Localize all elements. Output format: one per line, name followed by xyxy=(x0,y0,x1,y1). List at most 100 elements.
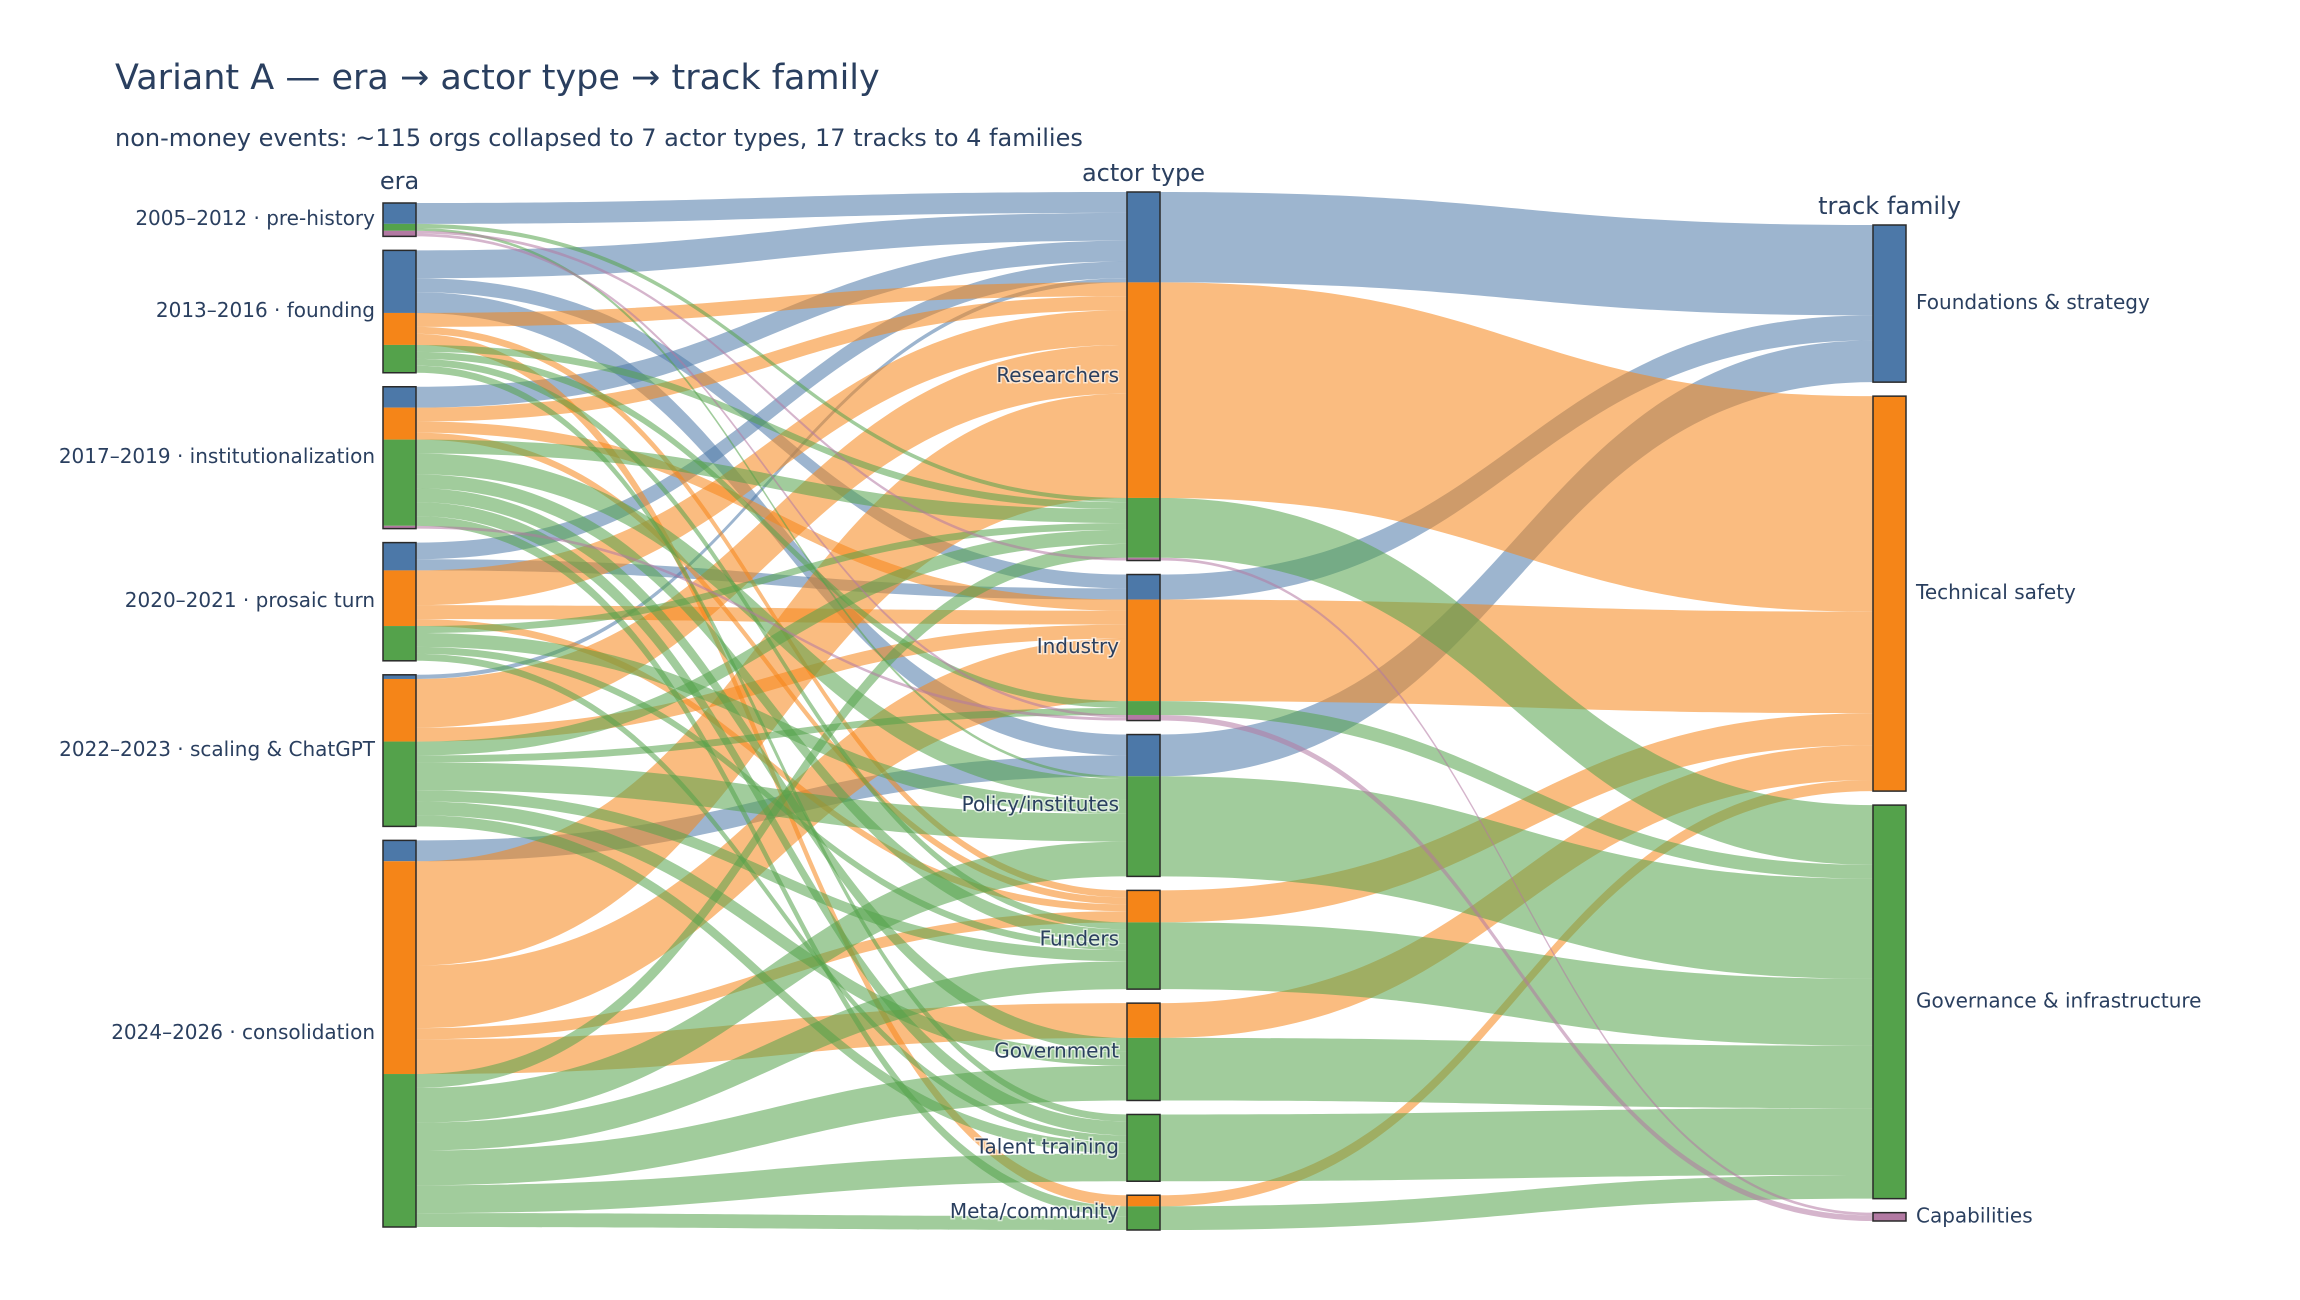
era-node-outline-4 xyxy=(382,674,417,828)
era-node-0-g[interactable] xyxy=(383,223,416,231)
sankey-labels: 2005–2012 · pre-history 2013–2016 · found… xyxy=(59,159,2202,1227)
link-e3-a0-t xyxy=(416,310,1127,606)
era-node-1-f[interactable] xyxy=(383,250,416,313)
era-node-4-g[interactable] xyxy=(383,741,416,827)
link-e1-a5-g xyxy=(416,365,1127,1122)
link-e3-a5-g xyxy=(416,653,1127,1143)
actor-node-0-f[interactable] xyxy=(1127,192,1160,283)
link-e3-a2-g xyxy=(416,632,1127,814)
actor-node-outline-2 xyxy=(1126,733,1161,878)
actor-node-0-t[interactable] xyxy=(1127,282,1160,498)
era-node-5-g[interactable] xyxy=(383,1074,416,1227)
actor-node-2-g[interactable] xyxy=(1127,776,1160,877)
family-node-c[interactable] xyxy=(1872,1211,1907,1222)
family-label-f: Foundations & strategy xyxy=(1916,290,2150,314)
era-node-4-f[interactable] xyxy=(383,674,416,679)
actor-node-2-f[interactable] xyxy=(1127,734,1160,777)
era-label-2: 2017–2019 · institutionalization xyxy=(59,444,375,468)
link-a3-t xyxy=(1160,713,1873,923)
family-label-g: Governance & infrastructure xyxy=(1916,988,2201,1012)
link-e5-a3-g xyxy=(416,961,1127,1151)
link-e1-a1-f xyxy=(416,278,1127,589)
family-node-f[interactable] xyxy=(1872,224,1907,383)
link-e4-a1-g xyxy=(416,708,1127,763)
link-e0-a0-f xyxy=(416,192,1127,224)
era-node-5-f[interactable] xyxy=(383,840,416,862)
actor-label-5: Talent training xyxy=(975,1134,1119,1158)
era-node-4-t[interactable] xyxy=(383,678,416,742)
sankey-links xyxy=(416,192,1873,1230)
link-a2-f xyxy=(1160,340,1873,777)
column-label-actor-type: actor type xyxy=(1082,159,1205,187)
actor-node-outline-1 xyxy=(1126,573,1161,722)
link-e5-a4-g xyxy=(416,1065,1127,1186)
actor-node-1-g[interactable] xyxy=(1127,701,1160,715)
link-e2-a3-g xyxy=(416,474,1127,944)
actor-node-3-t[interactable] xyxy=(1127,890,1160,923)
actor-node-outline-3 xyxy=(1126,889,1161,990)
link-a0-f xyxy=(1160,192,1873,316)
era-node-2-f[interactable] xyxy=(383,386,416,408)
link-e2-a4-g xyxy=(416,488,1127,1052)
actor-node-1-t[interactable] xyxy=(1127,599,1160,702)
link-e2-a2-g xyxy=(416,453,1127,800)
era-label-1: 2013–2016 · founding xyxy=(156,298,375,322)
link-e4-a0-g xyxy=(416,529,1127,756)
actor-node-6-g[interactable] xyxy=(1127,1206,1160,1230)
actor-label-1: Industry xyxy=(1037,634,1119,658)
actor-node-1-c[interactable] xyxy=(1127,714,1160,721)
link-e5-a2-g xyxy=(416,841,1127,1123)
link-e3-a1-t xyxy=(416,605,1127,625)
era-node-3-f[interactable] xyxy=(383,542,416,571)
era-node-2-c[interactable] xyxy=(383,525,416,529)
era-label-5: 2024–2026 · consolidation xyxy=(111,1020,375,1044)
era-node-0-c[interactable] xyxy=(383,230,416,237)
link-e3-a0-f xyxy=(416,261,1127,560)
era-node-3-t[interactable] xyxy=(383,570,416,627)
family-node-t[interactable] xyxy=(1872,395,1907,792)
link-e2-a1-c xyxy=(416,525,1127,721)
chart-title: Variant A — era → actor type → track fam… xyxy=(115,58,880,98)
link-e2-a0-f xyxy=(416,240,1127,408)
actor-node-0-c[interactable] xyxy=(1127,557,1160,561)
actor-node-1-f[interactable] xyxy=(1127,574,1160,600)
actor-node-0-g[interactable] xyxy=(1127,497,1160,558)
era-node-outline-0 xyxy=(382,202,417,238)
era-node-5-t[interactable] xyxy=(383,861,416,1075)
actor-node-4-g[interactable] xyxy=(1127,1037,1160,1101)
actor-node-5-g[interactable] xyxy=(1127,1114,1160,1182)
actor-node-outline-0 xyxy=(1126,191,1161,562)
link-e5-a1-t xyxy=(416,638,1127,1029)
family-label-c: Capabilities xyxy=(1916,1203,2033,1227)
era-node-1-t[interactable] xyxy=(383,312,416,345)
link-e5-a4-t xyxy=(416,1003,1127,1075)
era-node-2-g[interactable] xyxy=(383,439,416,526)
link-e1-a0-g xyxy=(416,344,1127,510)
link-e5-a0-g xyxy=(416,543,1127,1088)
actor-node-6-t[interactable] xyxy=(1127,1195,1160,1207)
era-node-2-t[interactable] xyxy=(383,407,416,440)
link-e2-a6-g xyxy=(416,516,1127,1217)
chart-subtitle: non-money events: ~115 orgs collapsed to… xyxy=(115,124,1083,152)
link-e0-a1-c xyxy=(416,233,1127,718)
link-e4-a3-g xyxy=(416,790,1127,962)
link-e5-a5-g xyxy=(416,1153,1127,1214)
link-e5-a6-g xyxy=(416,1213,1127,1230)
era-node-outline-1 xyxy=(382,249,417,374)
actor-node-3-g[interactable] xyxy=(1127,922,1160,990)
link-e4-a4-g xyxy=(416,801,1127,1066)
link-e1-a0-t xyxy=(416,282,1127,327)
family-node-g[interactable] xyxy=(1872,804,1907,1200)
era-node-outline-3 xyxy=(382,541,417,662)
actor-label-4: Government xyxy=(994,1038,1119,1062)
actor-node-4-t[interactable] xyxy=(1127,1003,1160,1038)
era-node-0-f[interactable] xyxy=(383,203,416,224)
era-node-3-g[interactable] xyxy=(383,626,416,661)
link-e3-a0-g xyxy=(416,522,1127,633)
link-a0-g xyxy=(1160,497,1873,865)
era-node-outline-5 xyxy=(382,839,417,1228)
link-e0-a0-c xyxy=(416,230,1127,561)
era-node-1-g[interactable] xyxy=(383,344,416,373)
era-label-4: 2022–2023 · scaling & ChatGPT xyxy=(59,737,376,761)
